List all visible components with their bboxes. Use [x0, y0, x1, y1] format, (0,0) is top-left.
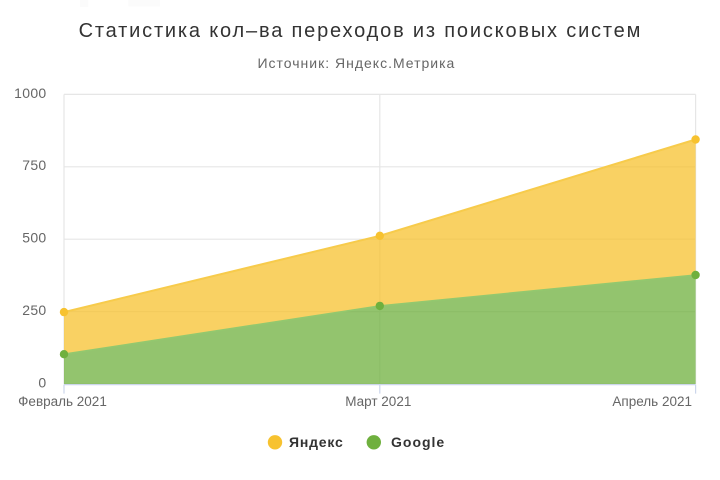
svg-text:Статистика кол–ва переходов из: Статистика кол–ва переходов из поисковых…: [79, 20, 643, 42]
svg-text:Источник: Яндекс.Метрика: Источник: Яндекс.Метрика: [257, 55, 455, 71]
svg-text:1000: 1000: [14, 85, 46, 101]
svg-text:250: 250: [22, 302, 46, 318]
svg-text:Март 2021: Март 2021: [345, 394, 411, 409]
svg-text:500: 500: [22, 230, 46, 246]
svg-text:Яндекс: Яндекс: [289, 434, 344, 450]
svg-text:Google: Google: [391, 434, 445, 450]
svg-text:Февраль 2021: Февраль 2021: [18, 394, 107, 409]
svg-text:0: 0: [38, 374, 46, 390]
svg-text:Апрель 2021: Апрель 2021: [612, 394, 692, 409]
svg-text:750: 750: [22, 157, 46, 173]
